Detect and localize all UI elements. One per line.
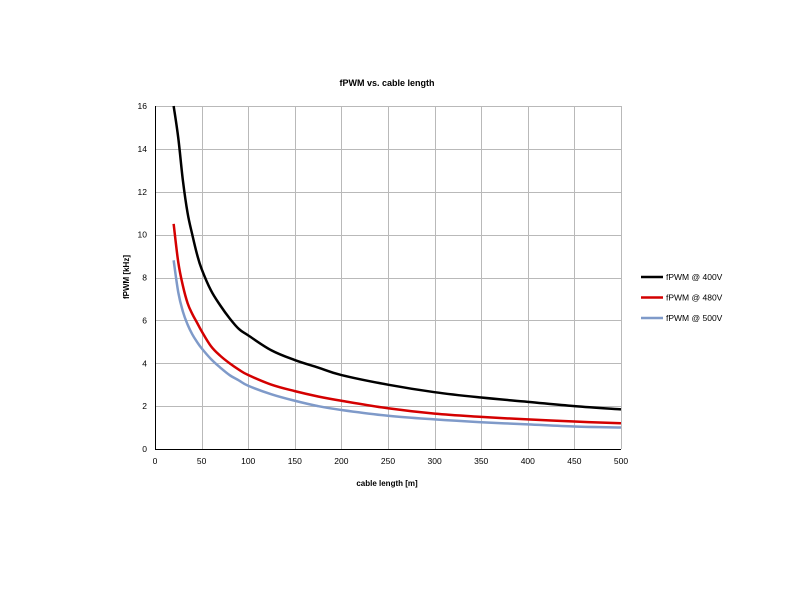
x-tick-label: 200: [334, 456, 348, 466]
y-tick-label: 4: [142, 358, 147, 368]
legend-label-1: fPWM @ 480V: [666, 293, 723, 303]
x-tick-label: 500: [614, 456, 628, 466]
x-tick-label: 0: [153, 456, 158, 466]
legend-label-0: fPWM @ 400V: [666, 272, 723, 282]
y-axis-label: fPWM [kHz]: [122, 255, 131, 299]
x-tick-label: 400: [521, 456, 535, 466]
series-line-0: [172, 105, 622, 411]
series-lines: [172, 105, 622, 429]
y-tick-label: 8: [142, 273, 147, 283]
x-tick-label: 300: [428, 456, 442, 466]
y-tick-label: 6: [142, 315, 147, 325]
y-tick-label: 0: [142, 444, 147, 454]
series-line-2: [172, 260, 622, 429]
x-tick-label: 250: [381, 456, 395, 466]
x-axis-label: cable length [m]: [356, 479, 418, 488]
y-tick-label: 2: [142, 401, 147, 411]
x-tick-label: 50: [197, 456, 207, 466]
chart-title: fPWM vs. cable length: [339, 78, 434, 88]
y-tick-label: 12: [138, 187, 148, 197]
axes: [155, 106, 621, 450]
y-tick-label: 14: [138, 144, 148, 154]
grid: [155, 106, 622, 449]
y-tick-label: 16: [138, 101, 148, 111]
series-line-1: [172, 223, 622, 425]
x-tick-label: 350: [474, 456, 488, 466]
legend: fPWM @ 400V fPWM @ 480V fPWM @ 500V: [641, 272, 723, 323]
y-tick-label: 10: [138, 230, 148, 240]
x-tick-label: 100: [241, 456, 255, 466]
x-tick-label: 450: [567, 456, 581, 466]
legend-label-2: fPWM @ 500V: [666, 313, 723, 323]
x-axis-ticks: 0 50 100 150 200 250 300 350 400 450 500: [153, 456, 629, 466]
y-axis-ticks: 0 2 4 6 8 10 12 14 16: [138, 101, 148, 454]
x-tick-label: 150: [288, 456, 302, 466]
